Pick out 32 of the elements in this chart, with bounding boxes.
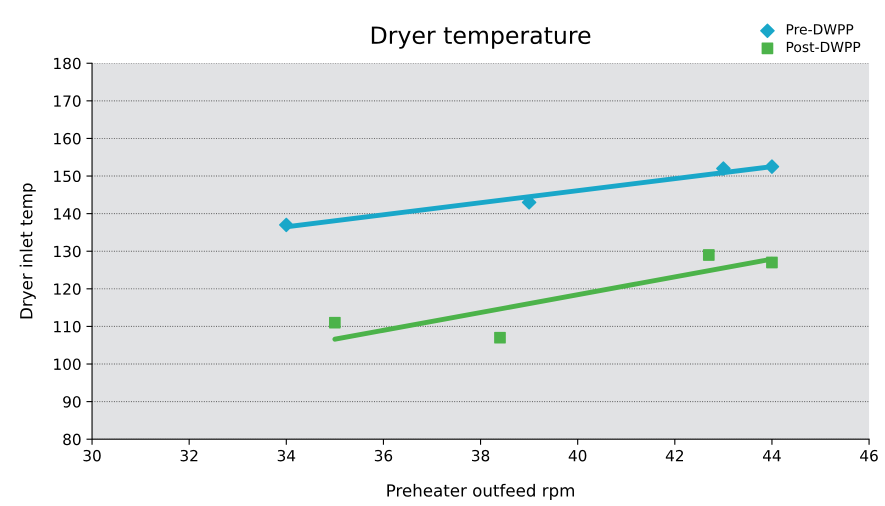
point: [494, 332, 506, 344]
y-tick-label: 110: [54, 320, 81, 332]
x-tick-label: 44: [762, 450, 781, 462]
x-tick-label: 30: [83, 450, 101, 462]
y-tick-label: 100: [54, 358, 81, 370]
legend-label: Post-DWPP: [786, 42, 860, 52]
x-tick-label: 46: [860, 450, 878, 462]
point: [329, 316, 341, 329]
y-tick-label: 150: [54, 170, 81, 182]
y-axis-title: Dryer inlet temp: [20, 183, 36, 318]
y-tick-label: 80: [63, 434, 81, 446]
point: [279, 218, 294, 232]
y-tick-label: 90: [63, 396, 81, 408]
point: [766, 256, 778, 268]
chart-title: Dryer temperature: [372, 26, 590, 49]
x-tick-label: 38: [472, 450, 490, 462]
x-tick-label: 40: [568, 450, 586, 462]
x-tick-label: 42: [666, 450, 684, 462]
y-tick-label: 170: [54, 95, 81, 107]
point: [716, 161, 731, 176]
x-tick-label: 34: [278, 450, 296, 462]
x-tick-label: 36: [374, 450, 392, 462]
y-tick-label: 180: [54, 58, 81, 70]
y-tick-label: 160: [54, 132, 81, 144]
x-axis-title: Preheater outfeed rpm: [387, 484, 574, 500]
legend-label: Pre-DWPP: [786, 24, 854, 35]
x-tick-label: 32: [180, 450, 198, 462]
y-tick-label: 130: [54, 246, 81, 258]
y-tick-label: 120: [54, 283, 81, 295]
point: [702, 249, 715, 261]
y-tick-label: 140: [54, 208, 81, 220]
point: [764, 159, 780, 174]
